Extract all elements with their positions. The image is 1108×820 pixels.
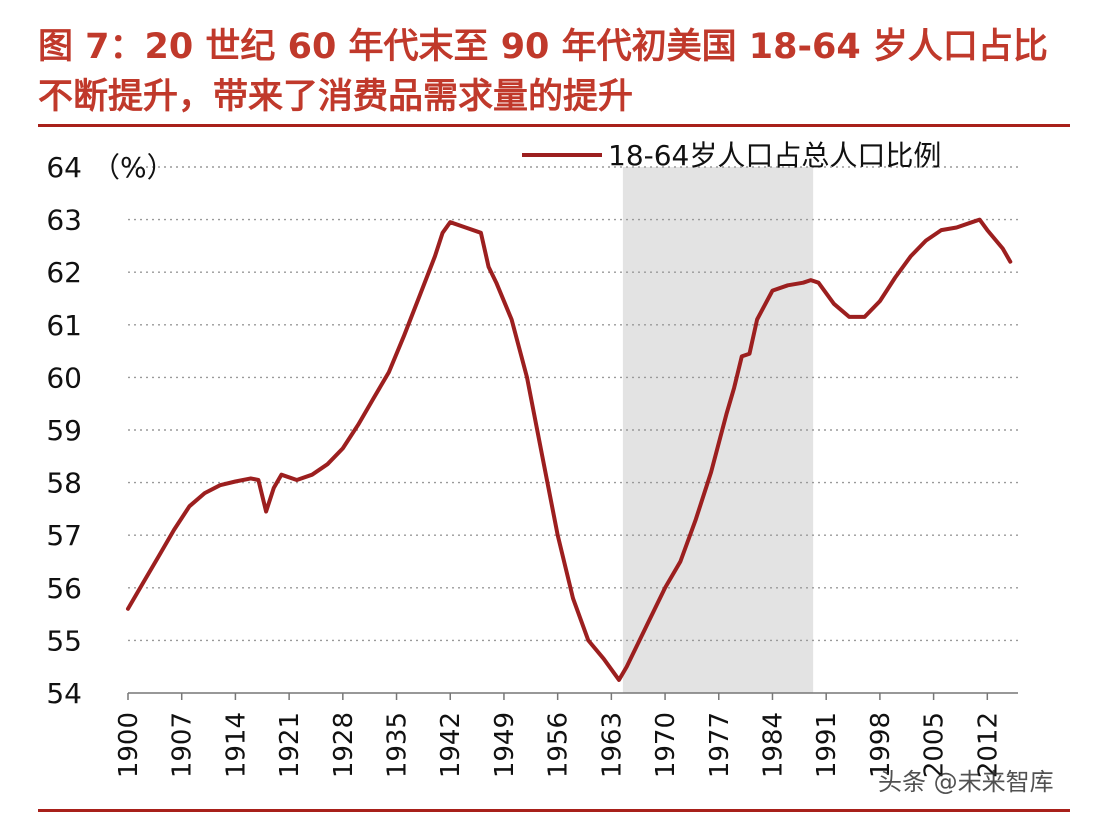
grid-layer [128,166,1018,642]
y-tick-label: 57 [46,519,82,552]
x-tick-label: 1921 [275,712,305,778]
x-tick-label: 1998 [866,712,896,778]
figure-title: 图 7：20 世纪 60 年代末至 90 年代初美国 18-64 岁人口占比不断… [38,27,1048,117]
x-tick-label: 1970 [651,712,681,778]
x-tick-label: 1935 [383,712,413,778]
y-tick-label: 61 [46,309,82,342]
x-tick-label: 1900 [114,712,144,778]
y-tick-label: 60 [46,361,82,394]
x-tick-label: 1928 [329,712,359,778]
y-tick-label: 63 [46,204,82,237]
series-layer [126,217,1013,682]
y-tick-label: 64 [46,151,82,184]
axis-layer: 54 55 56 57 58 59 60 61 62 63 64 1900 1907 1914 1921 19… [46,151,1018,778]
x-tick-label: 1956 [544,712,574,778]
y-tick-label: 62 [46,256,82,289]
bottom-divider [38,809,1070,812]
x-tick-label: 1977 [705,712,735,778]
series-line [126,217,1013,682]
y-tick-label: 59 [46,414,82,447]
x-tick-label: 1942 [436,712,466,778]
legend-label: 18-64岁人口占总人口比例 [608,139,941,172]
legend: 18-64岁人口占总人口比例 [522,139,941,172]
y-unit-label: （%） [92,151,175,184]
x-tick-label: 1991 [812,712,842,778]
x-tick-label: 1984 [758,712,788,778]
y-tick-label: 55 [46,624,82,657]
y-tick-label: 58 [46,467,82,500]
top-divider [38,124,1070,127]
x-tick-label: 1949 [490,712,520,778]
x-tick-label: 2012 [973,712,1003,778]
y-tick-label: 56 [46,572,82,605]
x-tick-label: 1907 [168,712,198,778]
x-tick-label: 2005 [920,712,950,778]
x-tick-label: 1963 [597,712,627,778]
x-tick-label: 1914 [221,712,251,778]
watermark: 头条 @未来智库 [878,768,1054,796]
y-tick-label: 54 [46,677,82,710]
